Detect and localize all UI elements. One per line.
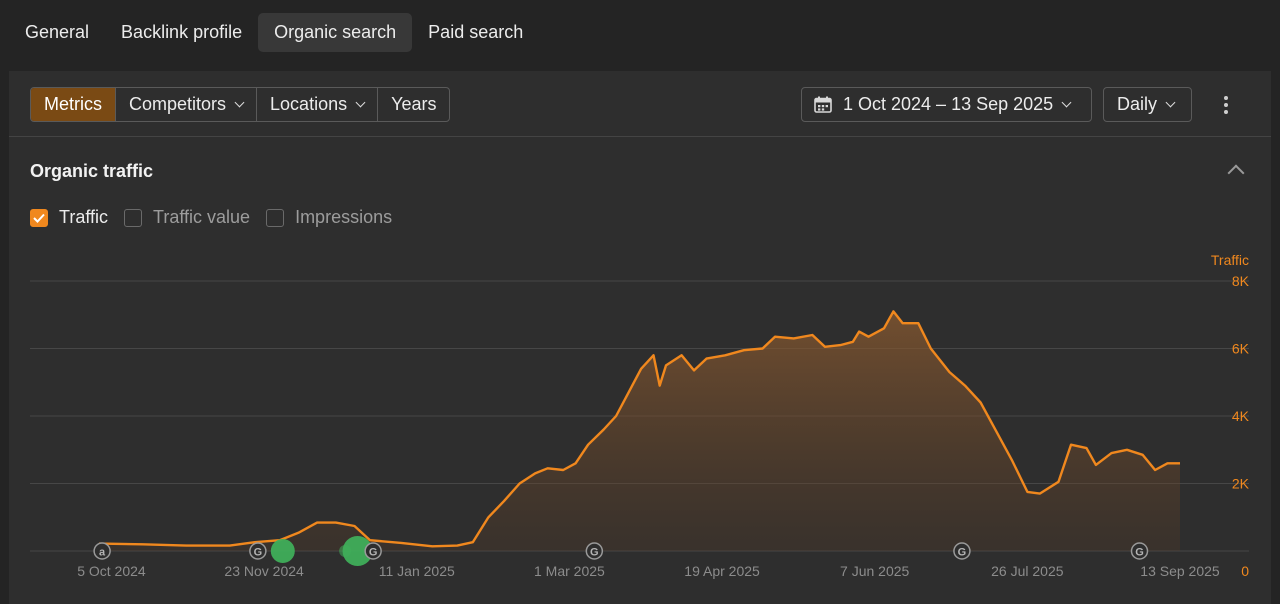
granularity-label: Daily — [1117, 94, 1158, 114]
metrics-button[interactable]: Metrics — [31, 88, 116, 121]
chevron-down-icon — [1165, 97, 1176, 108]
x-tick-label: 5 Oct 2024 — [77, 563, 146, 579]
y-tick-label: 8K — [1232, 273, 1250, 289]
locations-label: Locations — [270, 94, 348, 114]
svg-text:G: G — [369, 547, 378, 559]
svg-text:G: G — [590, 547, 599, 559]
y-tick-label: 4K — [1232, 408, 1250, 424]
x-tick-label: 19 Apr 2025 — [684, 563, 760, 579]
svg-text:a: a — [99, 547, 106, 559]
organic-traffic-chart[interactable]: Traffic a G G G G G 0 2K 4K 6K 8K 5 Oct 2024 23 Nov… — [9, 246, 1271, 604]
more-vertical-icon[interactable] — [1216, 94, 1236, 116]
google-update-icon[interactable]: G — [585, 542, 604, 560]
date-range-picker[interactable]: 1 Oct 2024 – 13 Sep 2025 — [801, 87, 1092, 122]
view-segmented-control: Metrics Competitors Locations Years — [30, 87, 451, 122]
competitors-dropdown[interactable]: Competitors — [116, 88, 258, 121]
competitors-label: Competitors — [129, 94, 227, 114]
y-tick-label: 6K — [1232, 341, 1250, 357]
tab-backlink-profile[interactable]: Backlink profile — [121, 21, 243, 42]
y-axis-title: Traffic — [1211, 252, 1249, 268]
traffic-area-fill — [99, 311, 1180, 551]
svg-text:G: G — [254, 547, 263, 559]
x-tick-label: 11 Jan 2025 — [379, 563, 455, 579]
checkbox-unchecked-icon — [266, 208, 285, 227]
algorithm-update-marker — [342, 536, 373, 566]
x-tick-label: 7 Jun 2025 — [840, 563, 909, 579]
organic-search-panel: Metrics Competitors Locations Years 1 Oc… — [9, 71, 1271, 604]
granularity-dropdown[interactable]: Daily — [1103, 87, 1192, 122]
svg-text:G: G — [1135, 547, 1144, 559]
google-update-icon[interactable]: G — [953, 542, 971, 560]
traffic-value-checkbox[interactable]: Traffic value — [124, 207, 250, 228]
years-label: Years — [391, 94, 437, 114]
traffic-series-line — [98, 310, 1180, 548]
tab-paid-search[interactable]: Paid search — [428, 21, 524, 42]
x-tick-label: 13 Sep 2025 — [1140, 563, 1220, 579]
metrics-label: Metrics — [44, 94, 102, 114]
metric-checkboxes: Traffic Traffic value Impressions — [30, 207, 408, 228]
impressions-checkbox[interactable]: Impressions — [266, 207, 392, 228]
checkbox-unchecked-icon — [124, 208, 143, 227]
tab-general[interactable]: General — [25, 21, 90, 42]
traffic-label: Traffic — [59, 207, 109, 227]
traffic-checkbox[interactable]: Traffic — [30, 207, 108, 228]
chart-toolbar: Metrics Competitors Locations Years 1 Oc… — [9, 71, 1271, 137]
google-update-icon[interactable]: G — [364, 542, 382, 560]
years-button[interactable]: Years — [378, 88, 449, 121]
impressions-label: Impressions — [295, 207, 393, 227]
algorithm-update-marker — [270, 539, 295, 563]
google-update-icon[interactable]: G — [249, 542, 267, 560]
chevron-up-icon[interactable] — [1227, 164, 1245, 182]
tab-organic-search[interactable]: Organic search — [258, 12, 413, 52]
y-tick-label: 2K — [1232, 476, 1250, 492]
chevron-down-icon — [355, 97, 366, 108]
x-tick-label: 26 Jul 2025 — [991, 563, 1064, 579]
google-update-icon[interactable]: G — [1130, 542, 1149, 560]
x-tick-label: 1 Mar 2025 — [534, 563, 605, 579]
locations-dropdown[interactable]: Locations — [257, 88, 379, 121]
traffic-value-label: Traffic value — [153, 207, 251, 227]
section-title: Organic traffic — [30, 161, 154, 181]
y-tick-label: 0 — [1241, 563, 1249, 579]
chevron-down-icon — [1061, 97, 1072, 108]
x-tick-label: 23 Nov 2024 — [224, 563, 304, 579]
top-tab-bar: General Backlink profile Organic search … — [0, 0, 1280, 64]
svg-text:G: G — [958, 547, 967, 559]
date-range-label: 1 Oct 2024 – 13 Sep 2025 — [843, 94, 1054, 114]
chevron-down-icon — [234, 97, 245, 108]
calendar-icon — [814, 96, 832, 113]
checkbox-checked-icon — [30, 208, 48, 227]
annotation-a-icon[interactable]: a — [93, 542, 111, 560]
